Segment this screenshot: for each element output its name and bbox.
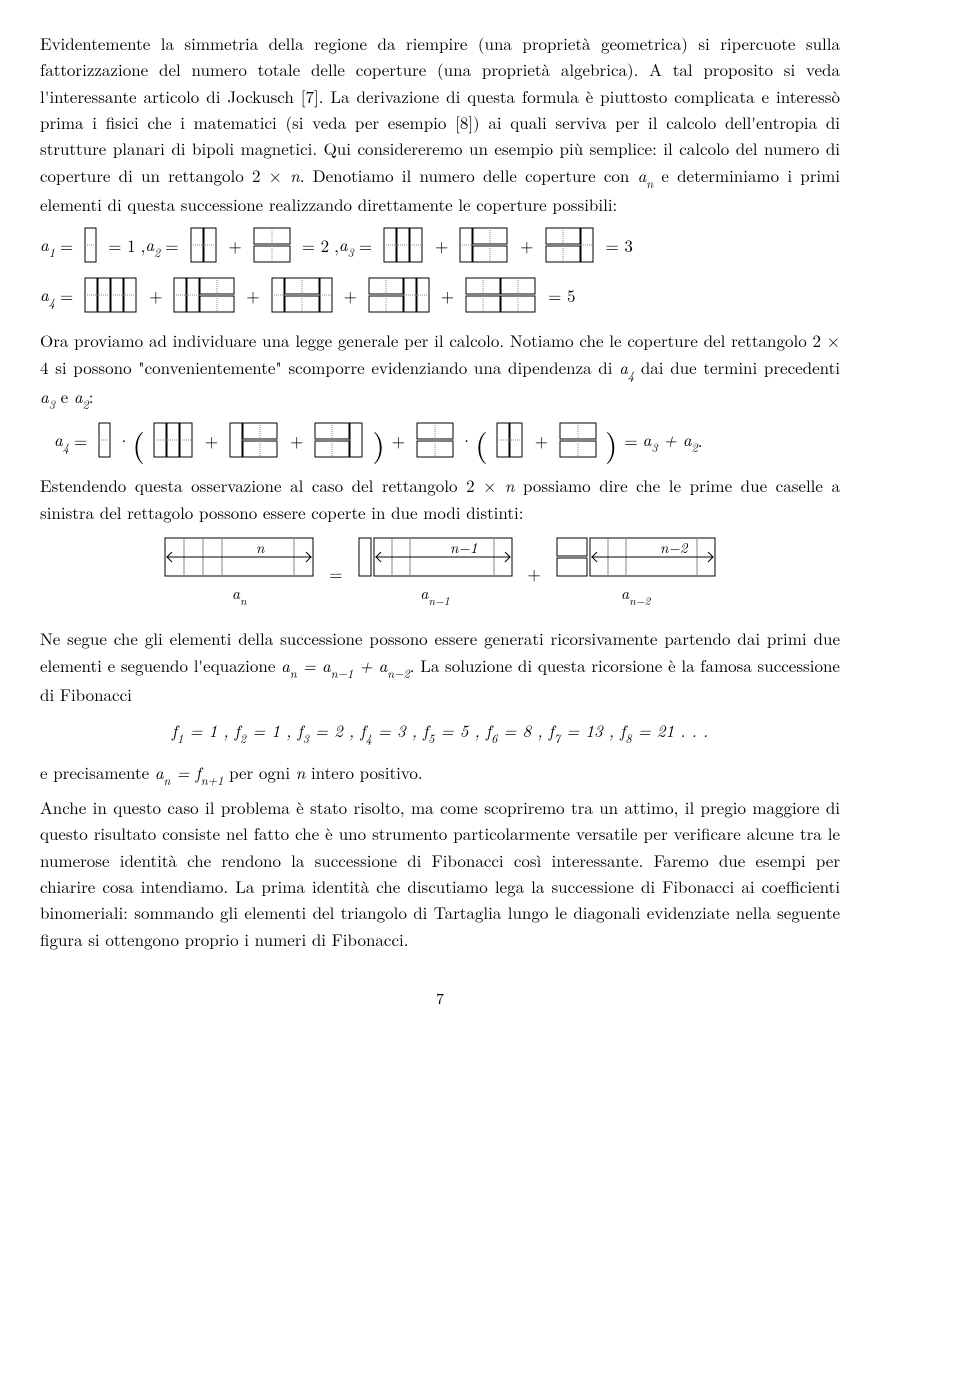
tile-2x3-vvv (383, 227, 424, 263)
plus: + (528, 560, 541, 586)
a2-lhs: a2 (145, 231, 160, 260)
tile-2x4-vvhh (173, 277, 235, 313)
eq: = (624, 427, 637, 453)
page-number: 7 (40, 986, 840, 1011)
plus: + (535, 427, 548, 453)
eq: = (329, 560, 342, 586)
var-a: a (638, 163, 647, 187)
plus: + (205, 427, 218, 453)
general-recursion-row: n an = n−1 an−1 + n−2 an−2 (40, 537, 840, 609)
eq-v: = 1 (108, 232, 135, 258)
label: an−1 (420, 581, 449, 609)
plus: + (229, 232, 242, 258)
para-recursion: Ne segue che gli elementi della successi… (40, 625, 840, 707)
plus: + (246, 282, 259, 308)
svg-text:n: n (256, 537, 265, 558)
plus: + (344, 282, 357, 308)
text: e precisamente (40, 760, 155, 784)
eq: = (74, 427, 87, 453)
tile-2x4-hhvv (368, 277, 430, 313)
svg-text:n−1: n−1 (450, 537, 478, 558)
text: Estendendo questa osservazione al caso d… (40, 473, 505, 497)
svg-text:n−2: n−2 (660, 537, 689, 558)
plus: + (520, 232, 533, 258)
para-decomp: Ora proviamo ad individuare una legge ge… (40, 327, 840, 412)
tile-2x3-hhv (545, 227, 595, 263)
tile-2x3-vvv (153, 422, 194, 458)
tile-2x4-vvvv (84, 277, 138, 313)
period: . (698, 427, 703, 453)
eq-v: = 2 (302, 232, 329, 258)
para-extend: Estendendo questa osservazione al caso d… (40, 472, 840, 525)
tile-n-2: n−2 an−2 (556, 537, 716, 609)
tiling-row-2: a4 = + + + + = 5 (40, 277, 840, 313)
label: an (232, 581, 247, 609)
para-intro: Evidentemente la simmetria della regione… (40, 30, 840, 217)
text: per ogni (223, 760, 295, 784)
eq: = (359, 232, 372, 258)
text: intero positivo. (305, 760, 422, 784)
plus: + (149, 282, 162, 308)
text: e (55, 384, 74, 408)
text: dai due termini precedenti (634, 355, 840, 379)
eq-v: = 3 (606, 232, 633, 258)
dot: · (460, 427, 473, 453)
para-precise: e precisamente an = fn+1 per ogni n inte… (40, 759, 840, 788)
tile-2x4-vhhv (271, 277, 333, 313)
tile-hh (416, 422, 454, 458)
plus: + (441, 282, 454, 308)
rhs: a3 + a2 (643, 426, 698, 455)
plus: + (392, 427, 405, 453)
eq: = (60, 282, 73, 308)
plus: + (435, 232, 448, 258)
sub-n: n (646, 174, 653, 192)
var-n: n (505, 473, 515, 497)
label: an−2 (621, 581, 650, 609)
text: : (89, 384, 94, 408)
para-conclusion: Anche in questo caso il problema è stato… (40, 794, 840, 952)
plus: + (290, 427, 303, 453)
fibonacci-sequence: f1 = 1 , f2 = 1 , f3 = 2 , f4 = 3 , f5 =… (40, 717, 840, 746)
a3-lhs: a3 (339, 231, 354, 260)
tile-2x2-hh (559, 422, 597, 458)
tile-2x2-hh (253, 227, 291, 263)
tile-2x3-vhh (229, 422, 279, 458)
eq-v: = 5 (548, 282, 575, 308)
tile-2x2-vv (190, 227, 218, 263)
tiling-row-1: a1 = = 1 , a2 = + = 2 , a3 = + + = 3 (40, 227, 840, 263)
dot: · (117, 427, 130, 453)
a4-lhs: a4 (54, 426, 69, 455)
a4-lhs: a4 (40, 281, 55, 310)
tile-n-1: n−1 an−1 (358, 537, 513, 609)
text: . Denotiamo il numero delle coperture co… (300, 163, 638, 187)
a1-lhs: a1 (40, 231, 55, 260)
eq: = (165, 232, 178, 258)
eq: = (60, 232, 73, 258)
var-n: n (290, 163, 300, 187)
tile-n: n an (164, 537, 314, 609)
tile-2x2-vv (496, 422, 524, 458)
tile-2x3-vhh (459, 227, 509, 263)
tile-v (98, 422, 111, 458)
tile-2x3-hhv (314, 422, 364, 458)
tile-2x1-v (84, 227, 97, 263)
tile-2x4-hhhh (465, 277, 537, 313)
dots: . . . (680, 718, 708, 742)
decomposition-row: a4 = · ( + + ) + · ( + ) = a3 + a2. (40, 422, 840, 458)
